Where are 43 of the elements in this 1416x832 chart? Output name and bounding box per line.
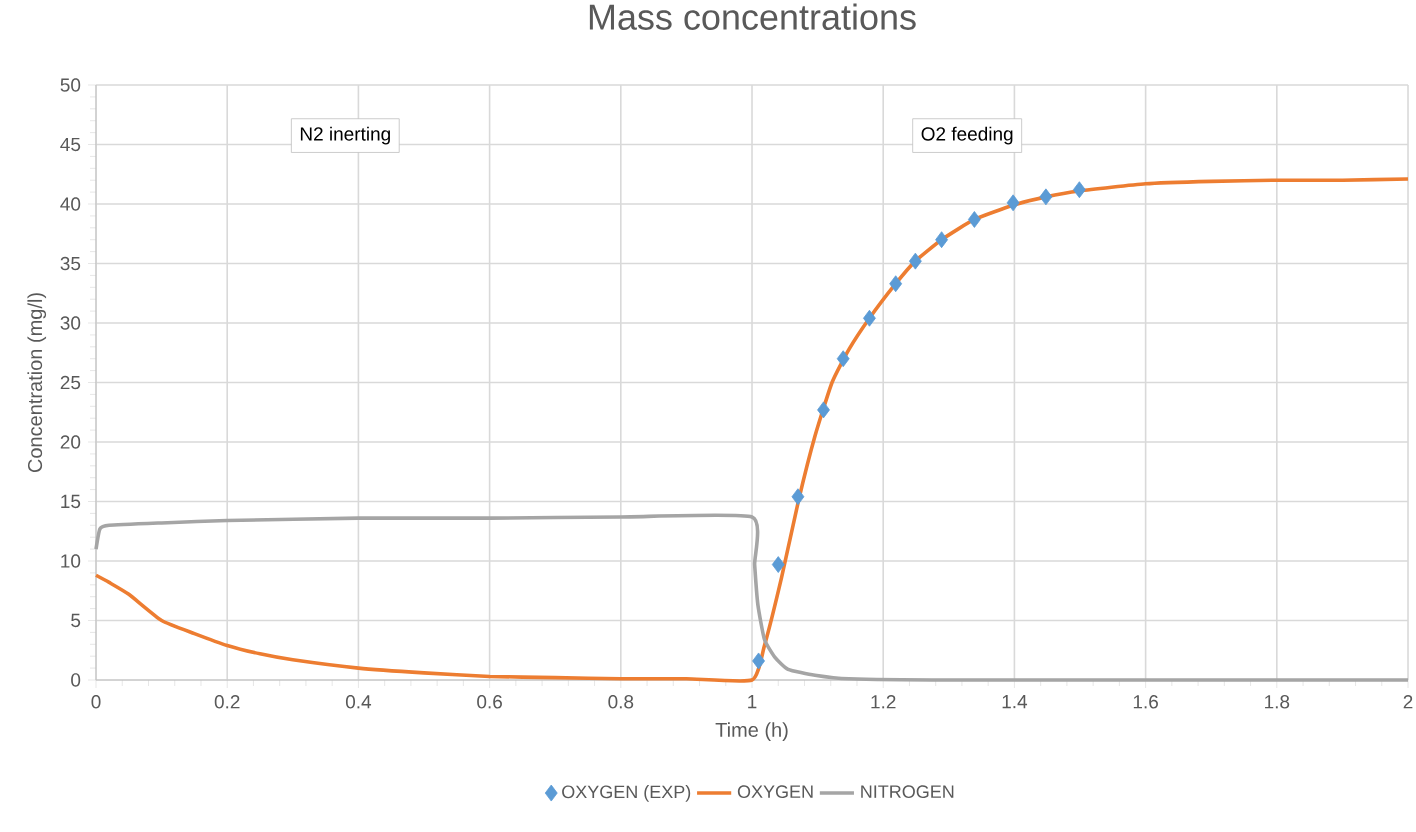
point [863,309,876,327]
y-tick-label: 5 [71,613,81,628]
x-tick-label: 0 [91,695,101,709]
y-tick-label: 50 [60,78,81,92]
x-tick-label: 1 [748,695,757,709]
annotation: N2 inerting [300,126,390,145]
x-tick-label: 0.2 [214,695,240,709]
x-tick-label: 0.4 [345,695,372,709]
point [935,231,948,249]
y-tick-label: 15 [61,494,81,509]
y-tick-label: 40 [60,197,81,211]
y-axis-title: Concentration (mg/l) [27,293,47,473]
point [1039,188,1053,206]
legend-label: NITROGEN [861,785,954,799]
legend-label: OXYGEN (EXP) [562,785,691,802]
chart-title: Mass concentrations [589,3,916,30]
point [908,252,922,270]
point [817,401,830,419]
x-tick-label: 1.4 [1002,695,1028,709]
point [968,211,981,228]
x-tick-label: 1.2 [871,695,896,709]
y-tick-label: 45 [60,137,81,152]
point [836,350,850,368]
legend-label: OXYGEN [737,785,813,799]
y-tick-label: 30 [60,316,81,330]
y-tick-label: 25 [60,375,81,390]
point [752,652,765,670]
x-tick-label: 2 [1403,695,1413,709]
point [771,556,785,573]
point [889,275,903,293]
x-axis-title: Time (h) [715,722,788,741]
x-tick-label: 0.8 [608,695,634,709]
point [791,488,805,506]
y-tick-label: 35 [60,256,81,271]
point [1006,194,1020,212]
y-tick-label: 10 [61,554,81,568]
x-tick-label: 1.8 [1265,695,1290,709]
x-tick-label: 1.6 [1133,695,1158,709]
y-tick-label: 20 [60,435,81,449]
annotation: O2 feeding [921,126,1013,145]
x-tick-label: 0.6 [477,695,502,709]
point [1072,181,1086,199]
y-tick-label: 0 [71,673,81,687]
